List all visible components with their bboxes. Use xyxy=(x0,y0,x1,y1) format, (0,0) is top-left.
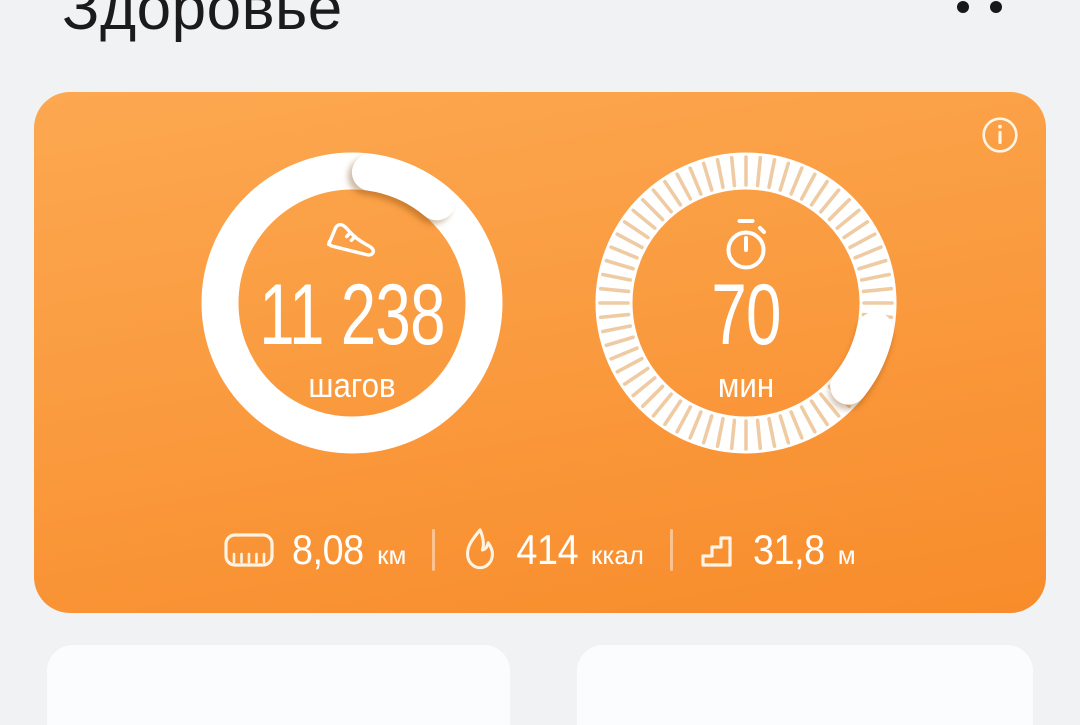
steps-progress-ring xyxy=(201,152,503,454)
calories-unit: ккал xyxy=(591,540,644,570)
elevation-unit: м xyxy=(837,540,856,570)
header-icon-dot[interactable] xyxy=(957,1,969,13)
activity-stats-row: 8,08 км 414 ккал 31,8 м xyxy=(34,522,1046,578)
stats-divider xyxy=(432,529,436,571)
distance-value: 8,08 xyxy=(292,526,365,573)
elevation-stat: 31,8 м xyxy=(699,522,856,578)
elevation-value: 31,8 xyxy=(752,526,825,573)
health-app-screen: { "header": { "title": "Здоровье", "icon… xyxy=(34,0,1046,725)
distance-stat: 8,08 км xyxy=(224,522,406,578)
info-icon xyxy=(982,117,1018,153)
info-button[interactable] xyxy=(980,115,1020,155)
stairs-icon xyxy=(701,536,732,567)
distance-unit: км xyxy=(377,540,407,570)
minutes-progress-ring xyxy=(595,152,897,454)
calories-value: 414 xyxy=(516,526,579,573)
summary-card-left[interactable] xyxy=(47,645,510,725)
stats-divider xyxy=(669,529,673,571)
ring-tick-marks xyxy=(598,155,894,451)
page-title: Здоровье xyxy=(62,0,343,43)
activity-card[interactable]: 11 238 шагов 70 мин xyxy=(34,92,1046,613)
header-icon-dot[interactable] xyxy=(990,1,1002,13)
summary-card-right[interactable] xyxy=(577,645,1033,725)
flame-icon xyxy=(466,528,495,570)
calories-stat: 414 ккал xyxy=(461,522,644,578)
ruler-icon xyxy=(224,533,275,567)
